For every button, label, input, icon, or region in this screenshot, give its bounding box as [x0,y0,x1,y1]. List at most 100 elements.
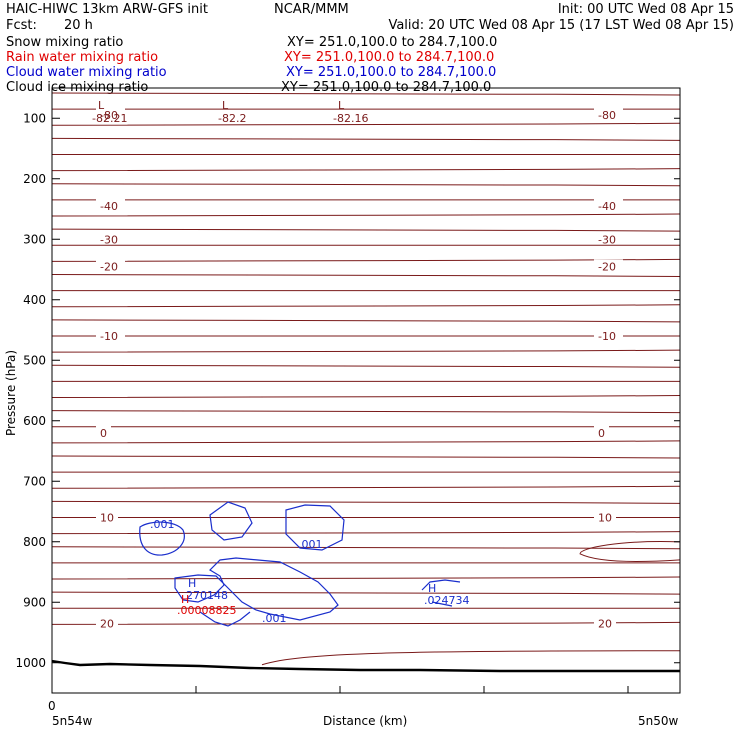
isotherm-line [51,531,681,535]
low-marker: L [98,99,105,112]
cloud-contour [421,579,461,607]
isotherm-line [51,621,681,625]
y-tick-label: 1000 [15,656,46,670]
org-label: NCAR/MMM [274,2,349,17]
isotherm-line [51,440,681,444]
isotherm-label: -10 [598,330,616,343]
contour-label-bg [96,510,118,523]
low-value-label: -82.16 [333,112,368,125]
isotherm-line [51,364,681,368]
high-marker: H [428,582,436,595]
cloud-contour [285,504,345,551]
y-tick-label: 300 [23,232,46,246]
isotherm-label: -40 [100,200,118,213]
isotherm-line [51,213,681,217]
contour-label-bg [594,232,623,245]
isotherm-line [51,410,681,414]
contour-label-bg [594,329,623,342]
high-marker: H [188,577,196,590]
isotherm-line [579,541,681,562]
isotherm-label: 20 [598,617,612,630]
isotherm-label: -10 [100,330,118,343]
x-axis-title: Distance (km) [323,714,407,728]
field-name-snow: Snow mixing ratio [6,35,124,50]
contour-label-bg [96,616,118,629]
contour-labels: 0 0 -10 -10 -20 -20 -30 -30 -40 -40 -80 -80 10 10 20 20 [96,108,623,630]
isotherm-line [51,455,681,459]
terrain-path [51,659,680,673]
isotherm-line [51,546,681,550]
isotherm-line [51,395,681,399]
plot-frame [51,87,681,694]
x-start-label: 0 [48,699,56,713]
low-marker: L [338,99,345,112]
low-value-label: -82.21 [92,112,127,125]
isotherm-lines [51,92,681,666]
isotherm-label: -80 [598,109,616,122]
isotherm-line [51,304,681,308]
isotherm-line [51,576,681,580]
isotherm-line [51,591,681,595]
cloud-contour [174,557,339,621]
contour-label-bg [594,510,616,523]
cloud-contour [199,611,251,627]
isotherm-line [261,650,681,666]
cloud-contour-label: .001 [298,538,323,551]
isotherm-line [51,349,681,353]
y-tick-label: 100 [23,111,46,125]
low-marker: L [222,99,229,112]
high-marker: H [181,593,189,606]
high-value-label: .00008825 [177,604,237,617]
field-name-cloud-water: Cloud water mixing ratio [6,65,167,80]
forecast-hours: 20 h [64,18,93,33]
isotherm-label: -40 [598,200,616,213]
contour-label-bg [594,259,623,272]
high-value-label: 270148 [186,589,228,602]
field-xy-rain: XY= 251.0,100.0 to 284.7,100.0 [284,50,495,65]
isotherm-label: -30 [100,233,118,246]
field-name-rain: Rain water mixing ratio [6,50,159,65]
isotherm-line [51,319,681,323]
y-axis-title: Pressure (hPa) [4,350,18,436]
valid-time: Valid: 20 UTC Wed 08 Apr 15 (17 LST Wed … [388,18,734,33]
y-tick-label: 800 [23,535,46,549]
cloud-contour-label: .001 [150,518,175,531]
model-title: HAIC-HIWC 13km ARW-GFS init [6,2,208,17]
contour-label-bg [96,425,111,438]
isotherm-label: 10 [100,512,114,525]
contour-label-bg [96,329,125,342]
cloud-water-contours [139,501,461,627]
contour-label-bg [594,108,623,121]
contour-label-bg [96,259,125,272]
isotherm-line [51,122,681,126]
isotherm-line [51,137,681,141]
y-tick-label: 700 [23,474,46,488]
init-time: Init: 00 UTC Wed 08 Apr 15 [557,2,734,17]
y-tick-label: 400 [23,293,46,307]
isotherm-line [51,274,681,278]
contour-label-bg [594,198,623,211]
x-right-label: 5n50w [638,714,679,728]
low-value-label: -82.2 [218,112,246,125]
isotherm-line [51,168,681,172]
isotherm-label: 0 [100,427,107,440]
cloud-contour [209,501,253,541]
field-xy-snow: XY= 251.0,100.0 to 284.7,100.0 [287,35,498,50]
x-left-label: 5n54w [52,714,93,728]
isotherm-line [51,183,681,187]
isotherm-line [51,258,681,262]
terrain-line [51,659,680,673]
contour-label-bg [96,198,125,211]
y-tick-label: 900 [23,595,46,609]
isotherm-label: 10 [598,512,612,525]
isotherm-label: -20 [100,260,118,273]
isotherm-label: -30 [598,233,616,246]
isotherm-line [51,500,681,504]
isotherm-label: -20 [598,260,616,273]
y-tick-label: 500 [23,353,46,367]
isotherm-line [51,92,681,96]
isotherm-label: -80 [100,109,118,122]
isotherm-line [51,228,681,232]
